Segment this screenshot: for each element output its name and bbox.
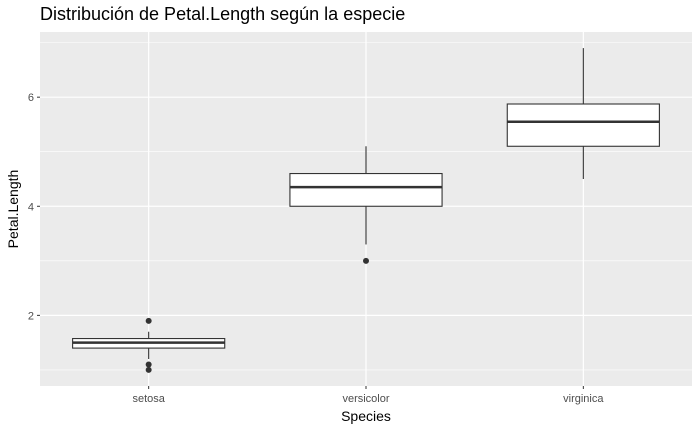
x-tick-label: setosa <box>132 393 165 405</box>
outlier-point <box>145 361 152 368</box>
outlier-point <box>363 257 369 264</box>
outlier-point <box>145 366 152 373</box>
outlier-point <box>145 317 152 324</box>
box-virginica <box>506 48 660 179</box>
axes: 2 4 6 setosa versicolor virginica <box>28 92 605 405</box>
box-iqr <box>289 172 443 207</box>
y-axis-title: Petal.Length <box>5 170 21 249</box>
box-iqr <box>506 103 660 147</box>
boxes <box>72 48 660 373</box>
box-versicolor <box>289 146 443 264</box>
chart-title: Distribución de Petal.Length según la es… <box>40 4 405 24</box>
y-tick-label: 6 <box>28 92 34 104</box>
box-setosa <box>72 317 226 373</box>
x-tick-label: versicolor <box>342 393 389 405</box>
y-tick-label: 4 <box>28 201 34 213</box>
x-tick-label: virginica <box>563 393 604 405</box>
y-tick-label: 2 <box>28 310 34 322</box>
x-axis-title: Species <box>341 408 391 424</box>
